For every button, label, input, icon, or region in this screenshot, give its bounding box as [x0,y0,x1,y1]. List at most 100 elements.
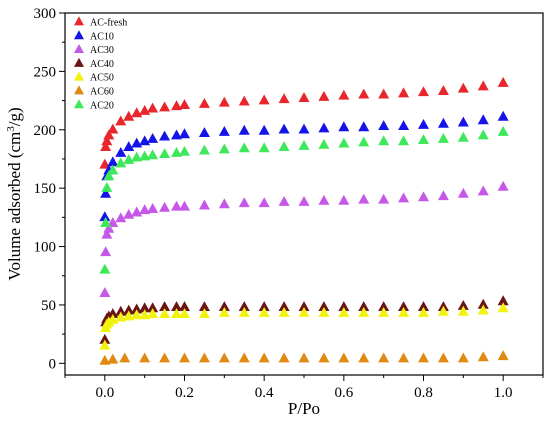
data-point [131,303,143,314]
data-point [238,352,250,363]
data-point [298,301,310,312]
series-ac20 [99,125,509,274]
data-point [179,145,190,156]
data-point [298,306,310,317]
data-point [131,206,143,217]
data-point [147,203,159,213]
data-point [398,135,410,146]
series-ac60 [99,350,509,365]
data-point [99,339,111,350]
data-point [107,164,119,175]
legend-label: AC40 [90,59,114,70]
data-point [179,200,190,211]
data-point [457,131,469,142]
data-point [358,193,370,204]
data-point [179,99,190,110]
data-point [497,302,509,313]
data-point [398,352,410,363]
data-point [298,196,310,206]
data-point [318,301,330,312]
series-ac40 [99,295,509,344]
data-point [99,354,111,365]
data-point [497,76,509,87]
data-point [278,301,290,312]
data-point [358,121,370,132]
data-point [258,306,270,317]
data-point [99,263,111,274]
data-point [378,193,390,204]
data-point [171,129,183,140]
data-point [103,129,115,140]
data-point [398,120,410,131]
data-point [477,114,489,125]
data-point [115,146,127,157]
data-point [159,301,171,312]
data-point [338,137,350,148]
data-point [477,80,489,91]
y-tick-label: 150 [34,181,57,197]
data-point [338,352,350,363]
data-point [218,125,230,136]
data-point [100,246,112,257]
y-tick-label: 0 [49,356,57,372]
data-point [358,136,370,147]
data-point [159,130,171,141]
data-point [147,302,159,313]
data-point [477,304,489,315]
legend-label: AC10 [90,31,114,42]
data-point [398,87,410,98]
data-point [218,143,230,154]
legend-label: AC30 [90,45,114,56]
data-point [139,150,151,161]
data-point [437,132,449,143]
data-point [338,301,350,312]
data-point [99,287,111,298]
x-tick-label: 0.4 [255,385,274,401]
data-point [378,301,390,312]
data-point [147,149,159,160]
legend-marker [74,71,84,81]
x-axis-title: P/Po [288,399,320,418]
data-point [418,306,429,317]
data-point [298,123,310,134]
data-point [258,94,270,105]
data-point [457,82,469,93]
data-point [139,204,151,215]
data-point [298,139,310,150]
data-point [457,187,469,198]
series-ac-fresh [99,76,509,169]
data-point [103,170,115,181]
x-tick-label: 0.0 [95,385,114,401]
data-point [437,117,449,128]
data-point [218,306,230,317]
data-point [497,110,509,121]
legend-marker [74,85,84,95]
data-point [238,124,250,135]
data-point [100,141,112,152]
legend-label: AC-fresh [90,18,127,29]
data-point [477,298,489,309]
data-point [100,187,112,198]
data-point [318,194,330,205]
data-point [139,309,151,320]
data-point [107,217,119,227]
data-point [101,135,113,146]
data-point [147,132,159,143]
y-tick-label: 100 [34,240,57,256]
data-point [278,196,290,206]
x-axis-ticks: 0.0 0.2 0.4 0.6 0.8 1.0 [64,375,544,401]
data-point [418,118,429,129]
legend-marker [74,99,84,109]
data-point [159,308,171,319]
legend-label: AC50 [90,73,114,84]
series-ac50 [99,302,509,350]
data-point [457,352,469,363]
data-point [101,228,113,239]
data-point [497,180,509,191]
data-point [258,301,270,312]
data-point [378,120,390,131]
data-point [278,352,290,363]
data-point [123,141,135,152]
legend-marker [74,57,84,67]
